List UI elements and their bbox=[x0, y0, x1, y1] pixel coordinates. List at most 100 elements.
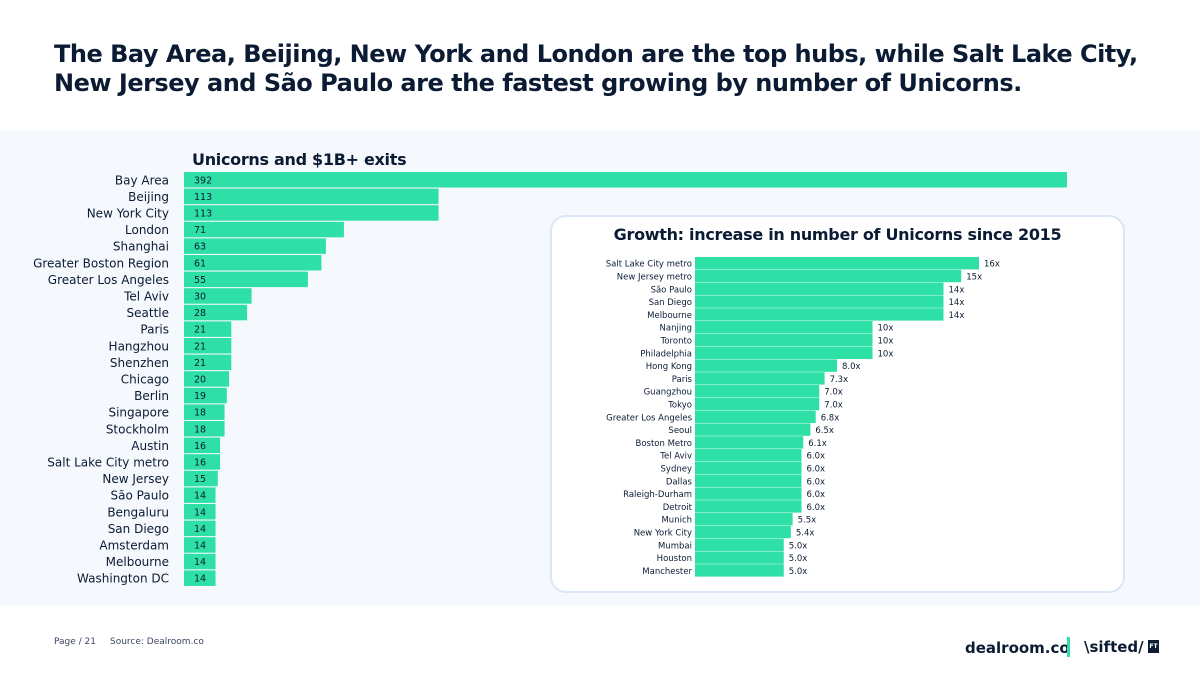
bar-19 bbox=[184, 487, 216, 503]
category-label: Munich bbox=[661, 516, 692, 526]
bar-9 bbox=[184, 321, 232, 337]
value-label: 7.0x bbox=[824, 388, 843, 398]
bar-10 bbox=[184, 338, 232, 354]
category-label: New Jersey bbox=[102, 472, 169, 486]
growth-bar-5 bbox=[695, 321, 873, 334]
category-label: Shenzhen bbox=[110, 356, 169, 370]
value-label: 5.0x bbox=[789, 541, 808, 551]
growth-bar-11 bbox=[695, 397, 820, 411]
value-label: 6.0x bbox=[807, 503, 826, 513]
category-label: Melbourne bbox=[647, 311, 692, 321]
category-label: Salt Lake City metro bbox=[606, 260, 692, 270]
category-label: Tokyo bbox=[667, 401, 692, 411]
bar-20 bbox=[184, 504, 216, 520]
growth-bar-21 bbox=[695, 525, 791, 539]
growth-bar-6 bbox=[695, 333, 873, 347]
value-label: 14x bbox=[949, 311, 965, 321]
bar-14 bbox=[184, 404, 225, 420]
category-label: San Diego bbox=[649, 298, 692, 308]
bar-7 bbox=[184, 288, 252, 304]
value-label: 14 bbox=[194, 524, 206, 535]
bar-3 bbox=[184, 221, 344, 238]
category-label: Philadelphia bbox=[640, 349, 692, 359]
category-label: Austin bbox=[131, 439, 169, 453]
category-label: Houston bbox=[657, 554, 692, 564]
category-label: Salt Lake City metro bbox=[47, 455, 169, 469]
growth-bar-14 bbox=[695, 436, 804, 449]
category-label: Dallas bbox=[666, 477, 693, 487]
value-label: 15 bbox=[194, 474, 206, 485]
bar-4 bbox=[184, 238, 326, 254]
growth-bar-chart: Salt Lake City metro 16x New Jersey metro 1… bbox=[606, 257, 1000, 577]
category-label: Tel Aviv bbox=[659, 452, 692, 462]
category-label: Amsterdam bbox=[99, 538, 169, 552]
bar-24 bbox=[184, 570, 216, 586]
value-label: 18 bbox=[194, 408, 206, 419]
category-label: Bay Area bbox=[115, 173, 169, 187]
value-label: 10x bbox=[878, 349, 894, 359]
value-label: 30 bbox=[194, 291, 206, 302]
value-label: 14 bbox=[194, 507, 206, 518]
bar-6 bbox=[184, 271, 308, 288]
value-label: 14 bbox=[194, 540, 206, 551]
bar-17 bbox=[184, 454, 221, 470]
value-label: 16 bbox=[194, 441, 206, 452]
value-label: 5.4x bbox=[796, 529, 815, 539]
category-label: Tel Aviv bbox=[123, 289, 169, 303]
category-label: Stockholm bbox=[106, 422, 169, 436]
category-label: Paris bbox=[672, 375, 693, 385]
category-label: Paris bbox=[140, 323, 169, 337]
value-label: 5.0x bbox=[789, 567, 808, 577]
category-label: Singapore bbox=[108, 406, 169, 420]
growth-bar-10 bbox=[695, 385, 820, 398]
growth-bar-13 bbox=[695, 423, 811, 436]
value-label: 21 bbox=[194, 358, 206, 369]
sifted-logo: \sifted/ bbox=[1084, 638, 1144, 656]
bar-18 bbox=[184, 470, 218, 487]
value-label: 10x bbox=[878, 337, 894, 347]
category-label: London bbox=[125, 223, 169, 237]
bar-22 bbox=[184, 537, 216, 553]
growth-bar-15 bbox=[695, 449, 802, 462]
growth-bar-20 bbox=[695, 513, 793, 526]
category-label: São Paulo bbox=[651, 285, 692, 295]
bar-21 bbox=[184, 520, 216, 537]
value-label: 6.0x bbox=[807, 452, 826, 462]
value-label: 21 bbox=[194, 325, 206, 336]
category-label: Beijing bbox=[128, 190, 169, 204]
category-label: Seoul bbox=[668, 426, 692, 436]
page-number: Page / 21 bbox=[54, 637, 96, 647]
category-label: Seattle bbox=[127, 306, 169, 320]
category-label: Greater Los Angeles bbox=[48, 273, 169, 287]
growth-bar-24 bbox=[695, 564, 784, 577]
bar-12 bbox=[184, 371, 230, 387]
bar-16 bbox=[184, 437, 221, 454]
value-label: 18 bbox=[194, 424, 206, 435]
value-label: 28 bbox=[194, 308, 206, 319]
category-label: Nanjing bbox=[660, 324, 692, 334]
growth-bar-1 bbox=[695, 269, 962, 283]
growth-bar-22 bbox=[695, 538, 784, 551]
source-note: Source: Dealroom.co bbox=[110, 637, 204, 647]
category-label: Greater Boston Region bbox=[33, 256, 169, 270]
value-label: 113 bbox=[194, 192, 212, 203]
bar-15 bbox=[184, 421, 225, 437]
value-label: 71 bbox=[194, 225, 206, 236]
value-label: 8.0x bbox=[842, 362, 861, 372]
category-label: Guangzhou bbox=[644, 388, 692, 398]
bar-0 bbox=[184, 172, 1067, 188]
value-label: 16x bbox=[984, 260, 1000, 270]
value-label: 14 bbox=[194, 491, 206, 502]
growth-bar-19 bbox=[695, 500, 802, 513]
category-label: Melbourne bbox=[106, 555, 169, 569]
growth-bar-12 bbox=[695, 410, 816, 423]
growth-bar-8 bbox=[695, 359, 837, 372]
growth-bar-16 bbox=[695, 461, 802, 475]
growth-bar-4 bbox=[695, 308, 944, 321]
value-label: 20 bbox=[194, 374, 206, 385]
category-label: Sydney bbox=[661, 465, 692, 475]
value-label: 14 bbox=[194, 574, 206, 585]
logo-divider bbox=[1067, 637, 1070, 657]
category-label: New Jersey metro bbox=[617, 273, 692, 283]
growth-bar-17 bbox=[695, 474, 802, 487]
